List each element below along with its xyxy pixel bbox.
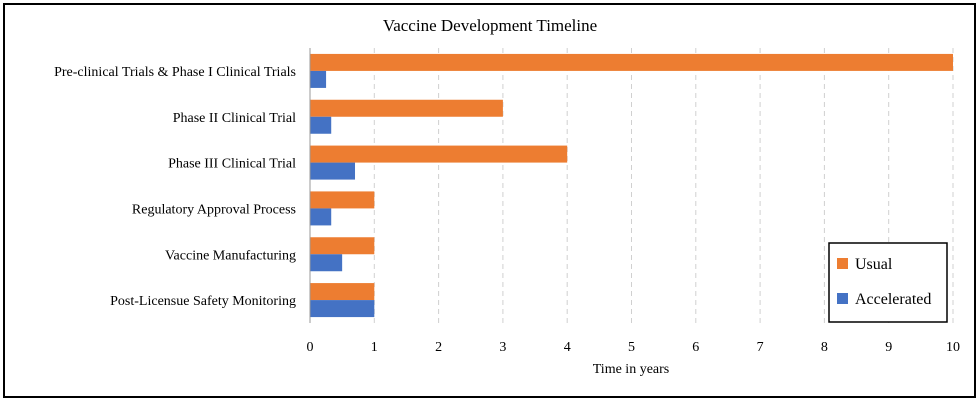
category-label: Pre-clinical Trials & Phase I Clinical T… [54,65,296,80]
legend-label-usual: Usual [855,256,893,273]
bar-usual-2 [310,145,568,163]
bar-usual-3 [310,191,375,209]
x-tick-label: 7 [757,340,764,355]
x-tick-label: 10 [946,340,960,355]
legend-swatch-usual [837,258,848,269]
x-tick-label: 2 [435,340,442,355]
legend-swatch-accelerated [837,293,848,304]
legend-label-accelerated: Accelerated [855,291,931,308]
x-tick-labels: 0 1 2 3 4 5 6 7 8 9 10 [307,340,961,355]
x-axis-label: Time in years [593,362,669,377]
x-tick-label: 0 [307,340,314,355]
x-tick-label: 4 [564,340,571,355]
category-label: Vaccine Manufacturing [165,248,296,263]
bar-usual-0 [310,53,953,71]
bar-usual-1 [310,99,503,117]
category-label: Post-Licensue Safety Monitoring [110,294,296,309]
x-tick-label: 6 [692,340,699,355]
bar-accelerated-5 [310,300,375,318]
category-labels: Pre-clinical Trials & Phase I Clinical T… [54,65,296,309]
bar-accelerated-2 [310,162,356,180]
x-tick-label: 5 [628,340,635,355]
x-tick-label: 3 [499,340,506,355]
x-tick-label: 9 [885,340,892,355]
bar-accelerated-1 [310,116,332,134]
legend: Usual Accelerated [828,242,948,323]
legend-box [828,242,948,323]
bar-accelerated-4 [310,254,343,272]
x-tick-label: 1 [371,340,378,355]
category-label: Regulatory Approval Process [132,202,296,217]
x-tick-label: 8 [821,340,828,355]
category-label: Phase II Clinical Trial [173,111,296,126]
bar-usual-5 [310,283,375,301]
bars [310,53,953,318]
chart-title: Vaccine Development Timeline [383,16,597,35]
category-label: Phase III Clinical Trial [168,157,296,172]
bar-accelerated-0 [310,70,327,88]
bar-usual-4 [310,237,375,255]
bar-accelerated-3 [310,208,332,226]
grid-lines [373,48,954,323]
